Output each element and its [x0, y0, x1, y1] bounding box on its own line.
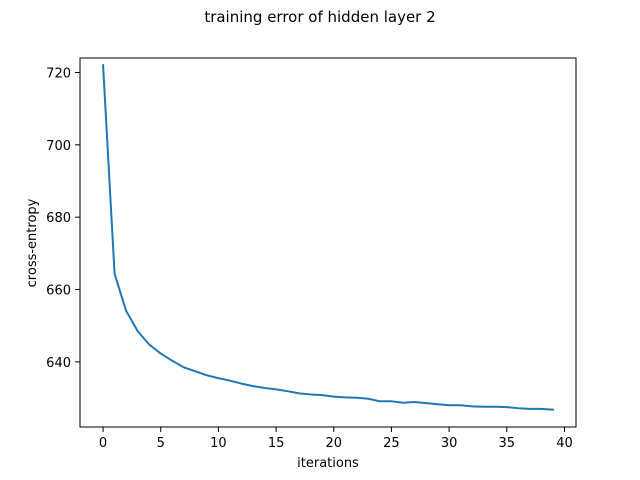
x-tick-label: 35: [499, 436, 516, 451]
x-tick-label: 15: [268, 436, 285, 451]
y-axis-label: cross-entropy: [25, 198, 40, 287]
x-tick-label: 0: [99, 436, 107, 451]
y-tick-label: 680: [46, 211, 71, 226]
chart-title: training error of hidden layer 2: [204, 8, 435, 26]
x-tick-label: 5: [157, 436, 165, 451]
y-tick-label: 720: [46, 66, 71, 81]
y-tick-label: 660: [46, 284, 71, 299]
plot-frame: [79, 57, 577, 428]
x-tick-label: 40: [556, 436, 573, 451]
plot-area: [102, 64, 554, 411]
x-tick-label: 25: [383, 436, 400, 451]
y-tick-label: 700: [46, 139, 71, 154]
y-axis-ticks: 640 660 680 700 720: [46, 66, 80, 371]
x-axis-ticks: 0 5 10 15 20 25 30 35 40: [99, 427, 573, 451]
x-tick-label: 10: [210, 436, 227, 451]
series-line: [102, 64, 554, 411]
x-tick-label: 20: [325, 436, 342, 451]
y-tick-label: 640: [46, 356, 71, 371]
x-axis-label: iterations: [297, 456, 359, 471]
x-tick-label: 30: [441, 436, 458, 451]
